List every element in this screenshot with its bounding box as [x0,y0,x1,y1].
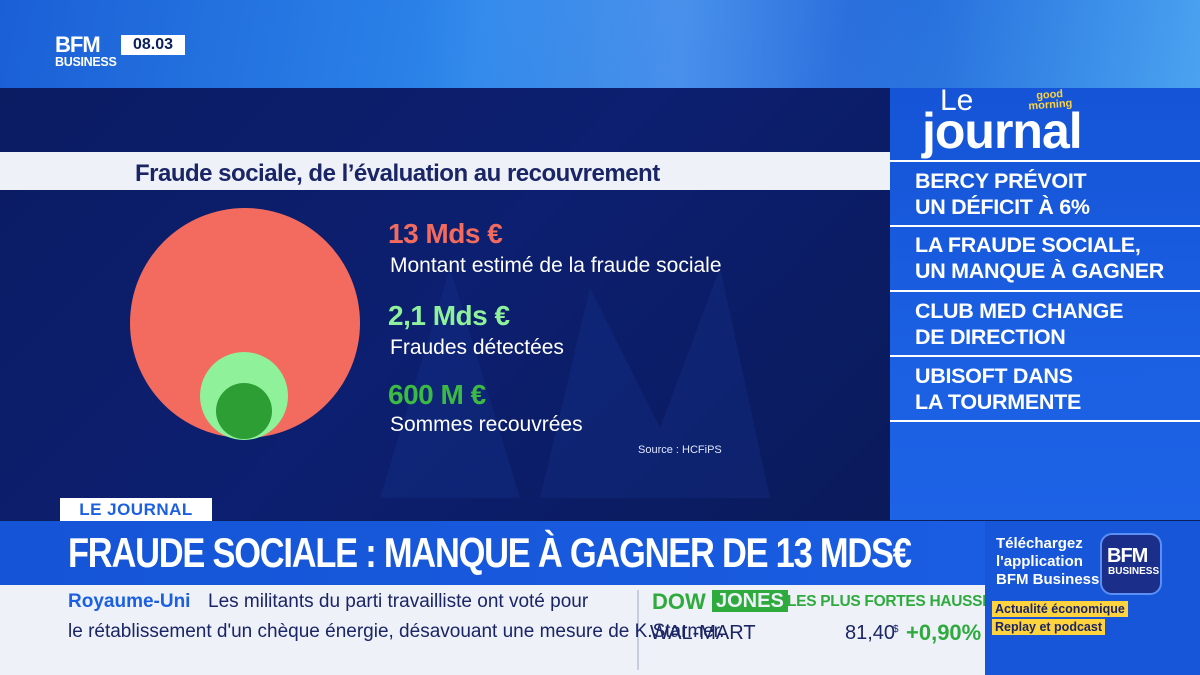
headline-line1: CLUB MED CHANGE [915,299,1124,323]
main-headline: FRAUDE SOCIALE : MANQUE À GAGNER DE 13 M… [68,529,912,576]
jones-label: JONES [712,590,788,612]
market-section-label: LES PLUS FORTES HAUSSES [787,593,1003,610]
ticker-country: Royaume-Uni [68,591,191,612]
headline-item: LA FRAUDE SOCIALE, UN MANQUE À GAGNER [915,232,1164,284]
circle-recovered [216,383,272,439]
nested-circles-graphic [130,208,360,440]
circle-estimated [130,208,360,438]
value-detected: 2,1 Mds € [388,300,510,331]
bfm-business-logo: BFM BUSINESS [55,34,117,74]
promo-tag-replay: Replay et podcast [992,619,1105,635]
headline-item: CLUB MED CHANGE DE DIRECTION [915,298,1123,350]
news-ticker [0,585,985,675]
bfm-watermark-icon [380,268,770,498]
label-estimated: Montant estimé de la fraude sociale [390,254,722,277]
promo-tag-news: Actualité économique [992,601,1128,617]
headline-item: UBISOFT DANS LA TOURMENTE [915,363,1081,415]
promo-line2: l'application [996,553,1083,570]
good-morning-logo: good morning [1027,88,1073,113]
headline-line2: UN DÉFICIT À 6% [915,195,1090,219]
journal-title: journal [922,103,1083,159]
clock-time: 08.03 [121,35,185,55]
headline-item: BERCY PRÉVOIT UN DÉFICIT À 6% [915,168,1090,220]
logo-business-text: BUSINESS [55,55,117,69]
section-tag: LE JOURNAL [60,498,212,521]
headline-divider [890,225,1200,227]
headline-line1: LA FRAUDE SOCIALE, [915,233,1141,257]
headline-line1: BERCY PRÉVOIT [915,169,1087,193]
headline-line2: DE DIRECTION [915,325,1066,349]
studio-background-top [0,0,1200,90]
app-logo-icon [1100,533,1162,595]
stock-change: +0,90% [906,620,982,645]
headline-divider [890,160,1200,162]
studio-light-shape [420,0,940,90]
headline-divider [890,420,1200,422]
ticker-text-line2: le rétablissement d'un chèque énergie, d… [68,621,725,642]
graphic-title-bar: Fraude sociale, de l’évaluation au recou… [0,152,890,190]
headline-divider [890,290,1200,292]
promo-text: Téléchargez l'application BFM Business [996,535,1099,589]
stock-price: 81,40 [845,622,896,644]
logo-bfm-text: BFM [55,32,101,57]
headline-line1: UBISOFT DANS [915,364,1073,388]
value-recovered: 600 M € [388,379,486,410]
gm-line2: morning [1027,97,1073,113]
value-estimated: 13 Mds € [388,218,503,249]
headline-line2: UN MANQUE À GAGNER [915,259,1165,283]
app-logo-bfm: BFM [1107,545,1148,567]
app-logo-business: BUSINESS [1108,566,1160,577]
label-detected: Fraudes détectées [390,336,564,359]
promo-line3: BFM Business [996,571,1100,588]
ticker-divider [637,590,639,670]
promo-line1: Téléchargez [996,535,1083,552]
headline-divider [890,355,1200,357]
ticker-text-line1: Les militants du parti travailliste ont … [208,591,589,612]
stock-name: WAL-MART [650,622,756,644]
stock-currency: $ [893,624,899,635]
label-recovered: Sommes recouvrées [390,413,583,436]
source-note: Source : HCFiPS [638,444,722,456]
journal-le-text: Le [940,84,974,117]
graphic-title: Fraude sociale, de l’évaluation au recou… [135,160,660,187]
headline-line2: LA TOURMENTE [915,390,1082,414]
app-promo-panel [985,521,1200,675]
dow-label: DOW [652,589,706,614]
lower-third-bar [0,521,985,585]
